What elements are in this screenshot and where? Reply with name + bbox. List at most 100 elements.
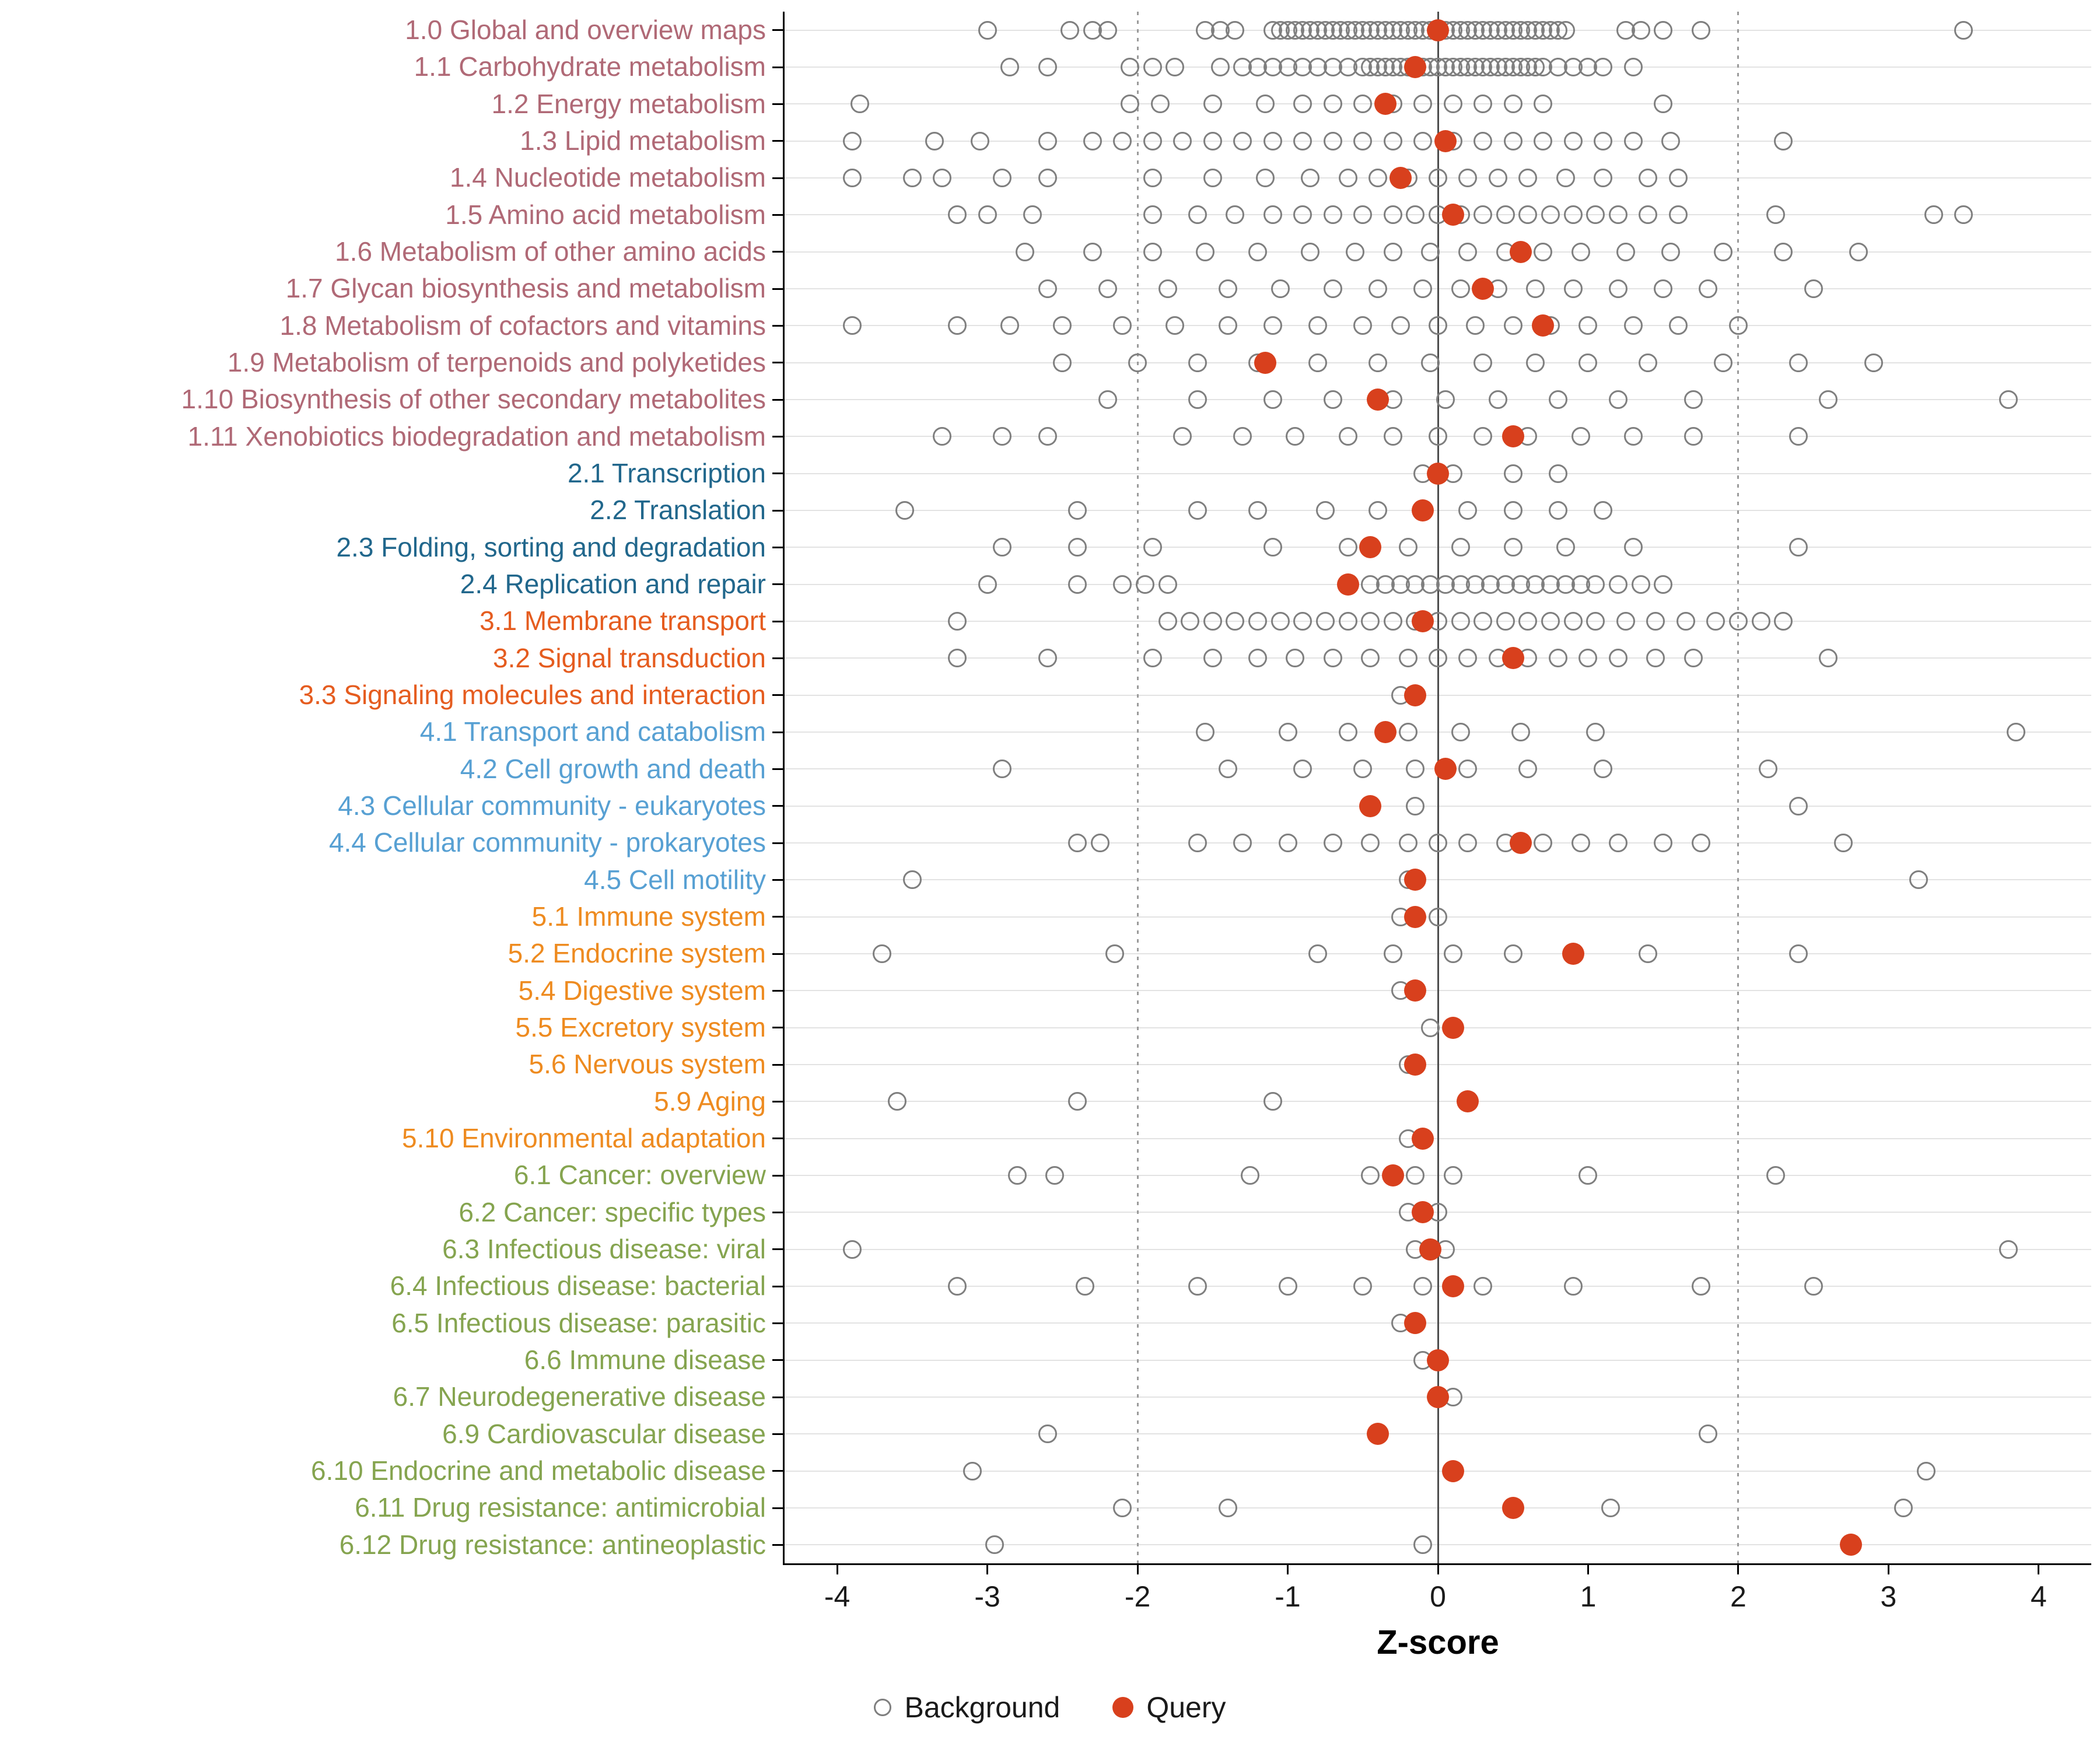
y-tick bbox=[772, 1027, 783, 1029]
background-dot bbox=[1909, 870, 1928, 890]
query-dot bbox=[1367, 1423, 1389, 1446]
background-dot bbox=[1541, 612, 1560, 631]
background-dot bbox=[1000, 58, 1020, 76]
background-dot bbox=[1210, 58, 1230, 76]
background-dot bbox=[1008, 1166, 1027, 1185]
background-dot bbox=[1706, 612, 1726, 631]
background-dot bbox=[2007, 723, 2026, 741]
background-dot bbox=[1639, 205, 1658, 225]
background-dot bbox=[1586, 612, 1605, 631]
y-tick bbox=[772, 731, 783, 733]
threshold-line bbox=[1136, 12, 1139, 1563]
y-tick bbox=[772, 398, 783, 401]
background-dot bbox=[1323, 649, 1342, 668]
background-dot bbox=[1541, 205, 1560, 225]
background-dot bbox=[1255, 94, 1275, 114]
background-dot bbox=[1563, 1277, 1583, 1296]
background-dot bbox=[902, 870, 922, 890]
background-dot bbox=[1053, 353, 1072, 372]
background-dot bbox=[1654, 94, 1673, 114]
background-dot bbox=[1639, 944, 1658, 963]
background-dot bbox=[1188, 205, 1208, 225]
background-dot bbox=[1105, 944, 1125, 963]
background-dot bbox=[1654, 20, 1673, 40]
background-dot bbox=[1143, 649, 1162, 668]
query-dot bbox=[1502, 425, 1524, 448]
category-label: 5.10 Environmental adaptation bbox=[402, 1123, 766, 1153]
background-dot bbox=[1639, 169, 1658, 187]
background-dot bbox=[1068, 501, 1087, 520]
background-dot bbox=[1383, 242, 1402, 261]
background-dot bbox=[1429, 834, 1447, 852]
background-dot bbox=[1293, 612, 1312, 631]
y-tick bbox=[772, 1507, 783, 1509]
background-dot bbox=[1586, 723, 1605, 741]
background-dot bbox=[1511, 723, 1530, 741]
background-dot bbox=[1255, 169, 1275, 187]
y-tick bbox=[772, 1322, 783, 1324]
y-tick bbox=[772, 657, 783, 659]
query-dot bbox=[1412, 610, 1434, 632]
background-dot bbox=[1346, 242, 1365, 261]
background-dot bbox=[1113, 131, 1132, 150]
x-tick bbox=[1136, 1565, 1139, 1574]
background-dot bbox=[873, 944, 892, 963]
background-dot bbox=[1819, 390, 1838, 409]
x-tick bbox=[1587, 1565, 1589, 1574]
background-dot bbox=[1849, 242, 1868, 261]
background-dot bbox=[1474, 131, 1493, 150]
query-dot bbox=[1509, 240, 1532, 263]
background-dot bbox=[1474, 353, 1493, 372]
background-dot bbox=[842, 169, 862, 187]
background-dot bbox=[1668, 205, 1688, 225]
background-dot bbox=[1308, 944, 1328, 963]
background-dot bbox=[1361, 834, 1380, 852]
y-tick bbox=[772, 953, 783, 955]
query-dot bbox=[1412, 1127, 1434, 1150]
background-dot bbox=[1203, 169, 1222, 187]
y-tick bbox=[772, 620, 783, 622]
query-dot bbox=[1389, 167, 1412, 189]
background-dot bbox=[1188, 834, 1208, 852]
background-dot bbox=[1015, 242, 1034, 261]
background-dot bbox=[1000, 316, 1020, 335]
background-dot bbox=[1248, 501, 1268, 520]
y-tick bbox=[772, 140, 783, 142]
background-dot bbox=[1474, 427, 1493, 446]
category-label: 1.6 Metabolism of other amino acids bbox=[335, 236, 766, 267]
background-dot bbox=[970, 131, 989, 150]
background-dot bbox=[1188, 390, 1208, 409]
background-dot bbox=[1759, 760, 1778, 779]
background-dot bbox=[1323, 279, 1342, 298]
query-dot bbox=[1472, 278, 1494, 300]
background-dot bbox=[1098, 390, 1117, 409]
background-dot bbox=[1391, 316, 1410, 335]
legend-item-query: Query bbox=[1112, 1690, 1226, 1724]
background-dot bbox=[1774, 612, 1793, 631]
background-dot bbox=[1083, 131, 1102, 150]
background-dot bbox=[1646, 612, 1665, 631]
background-dot bbox=[1338, 427, 1357, 446]
background-dot bbox=[1586, 205, 1605, 225]
background-dot bbox=[1226, 205, 1245, 225]
background-dot bbox=[1578, 353, 1598, 372]
background-dot bbox=[1338, 169, 1357, 187]
background-dot bbox=[1451, 279, 1470, 298]
background-dot bbox=[1691, 1277, 1710, 1296]
x-tick-label: 4 bbox=[2030, 1580, 2047, 1613]
background-dot bbox=[1166, 316, 1185, 335]
query-dot bbox=[1441, 204, 1464, 226]
background-dot bbox=[1368, 169, 1387, 187]
background-dot bbox=[1684, 427, 1703, 446]
background-dot bbox=[1751, 612, 1770, 631]
background-dot bbox=[1661, 131, 1681, 150]
zero-line bbox=[1437, 12, 1439, 1563]
background-dot bbox=[1503, 316, 1522, 335]
category-label: 6.6 Immune disease bbox=[524, 1345, 766, 1375]
category-label: 6.9 Cardiovascular disease bbox=[442, 1418, 766, 1449]
category-label: 1.10 Biosynthesis of other secondary met… bbox=[181, 384, 766, 415]
query-dot bbox=[1254, 351, 1276, 374]
y-tick bbox=[772, 583, 783, 586]
x-tick bbox=[1887, 1565, 1889, 1574]
background-dot bbox=[1038, 649, 1057, 668]
